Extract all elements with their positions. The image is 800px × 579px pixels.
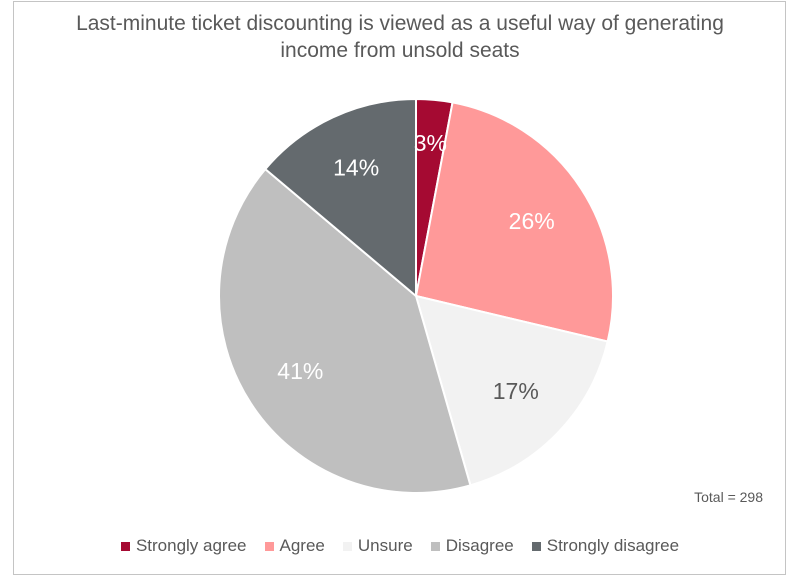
data-label-unsure: 17%: [493, 378, 539, 404]
legend-item-disagree: Disagree: [430, 536, 514, 556]
legend-swatch: [531, 541, 541, 551]
pie-slice-agree: [414, 101, 614, 343]
chart-title: Last-minute ticket discounting is viewed…: [0, 10, 800, 64]
legend-item-strongly-disagree: Strongly disagree: [531, 536, 680, 556]
legend-label: Disagree: [445, 536, 514, 555]
legend-label: Unsure: [357, 536, 413, 555]
legend-swatch: [430, 541, 440, 551]
pie-labels: 3% 26% 17% 41% 14%: [277, 130, 554, 404]
data-label-strongly-agree: 3%: [414, 130, 447, 156]
legend-label: Agree: [279, 536, 325, 555]
pie-slice-unsure: [414, 294, 609, 487]
legend: Strongly agree Agree Unsure Disagree Strongl…: [0, 536, 800, 556]
data-label-strongly-disagree: 14%: [333, 154, 379, 180]
legend-item-strongly-agree: Strongly agree: [120, 536, 247, 556]
pie-slices: [218, 97, 614, 494]
chart-title-line-1: Last-minute ticket discounting is viewed…: [76, 12, 724, 35]
data-label-agree: 26%: [509, 208, 555, 234]
legend-swatch: [120, 541, 130, 551]
legend-label: Strongly disagree: [546, 536, 680, 555]
legend-item-agree: Agree: [264, 536, 325, 556]
legend-swatch: [342, 541, 352, 551]
pie-slice-disagree: [218, 167, 472, 494]
legend-label: Strongly agree: [135, 536, 247, 555]
legend-item-unsure: Unsure: [342, 536, 413, 556]
pie-slice-strongly-disagree: [263, 97, 417, 299]
total-annotation: Total = 298: [694, 489, 763, 505]
chart-title-line-2: income from unsold seats: [280, 39, 520, 62]
data-label-disagree: 41%: [277, 358, 323, 384]
legend-swatch: [264, 541, 274, 551]
